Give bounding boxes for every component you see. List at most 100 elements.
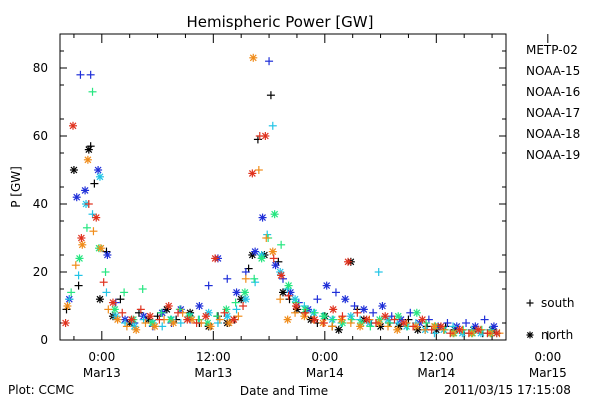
- legend: METP-02 NOAA-15 NOAA-16 NOAA-17 NOAA-18 NOAA-…: [526, 43, 580, 162]
- north-point: [319, 312, 328, 321]
- south-point: [266, 91, 275, 100]
- north-point: [150, 322, 159, 331]
- south-point: [464, 329, 473, 338]
- legend-item: NOAA-19: [526, 148, 580, 162]
- x-axis-label: Date and Time: [240, 384, 328, 398]
- south-point: [158, 322, 167, 331]
- y-tick-label: 40: [33, 197, 48, 211]
- north-point: [283, 315, 292, 324]
- x-tick-label-date: Mar14: [306, 366, 344, 380]
- north-point: [204, 308, 213, 317]
- south-point: [121, 319, 130, 327]
- south-point: [116, 295, 125, 304]
- north-point: [381, 312, 390, 321]
- south-point: [101, 268, 110, 276]
- north-point: [103, 251, 112, 259]
- north-point: [261, 132, 270, 140]
- north-point: [229, 315, 238, 324]
- north-point: [108, 298, 117, 307]
- south-point: [74, 281, 83, 290]
- south-point: [239, 302, 248, 310]
- south-point: [347, 315, 356, 324]
- south-point: [265, 57, 274, 66]
- north-point: [268, 247, 277, 256]
- north-point: [240, 288, 249, 297]
- north-point: [341, 295, 350, 304]
- south-point: [422, 319, 431, 327]
- north-point: [241, 295, 250, 304]
- star-marker-icon: [526, 331, 534, 339]
- south-point: [277, 240, 286, 249]
- north-point: [206, 322, 215, 331]
- south-point: [86, 70, 95, 79]
- north-point: [277, 271, 286, 280]
- north-point: [359, 305, 368, 314]
- north-point: [248, 169, 257, 178]
- south-point: [138, 285, 147, 293]
- north-point: [249, 53, 258, 62]
- south-point: [276, 295, 285, 304]
- legend-item: NOAA-16: [526, 85, 580, 99]
- south-point: [88, 87, 97, 96]
- south-point: [253, 135, 262, 144]
- south-point: [120, 288, 129, 297]
- north-point: [78, 240, 87, 249]
- north-point: [72, 193, 81, 202]
- legend-item: METP-02: [526, 43, 578, 57]
- south-point: [241, 274, 250, 283]
- north-point: [492, 329, 501, 338]
- south-point: [157, 308, 166, 317]
- south-point: [423, 322, 432, 331]
- marker-legend: south north: [526, 296, 575, 342]
- north-point: [146, 312, 155, 321]
- legend-item: NOAA-15: [526, 64, 580, 78]
- north-point: [251, 247, 260, 256]
- x-tick-label-date: Mar13: [83, 366, 121, 380]
- south-point: [279, 274, 287, 283]
- south-point: [86, 142, 95, 151]
- x-tick-label-time: 0:00: [88, 350, 115, 364]
- south-point: [404, 315, 413, 324]
- south-point: [263, 230, 272, 239]
- south-point: [231, 298, 240, 307]
- south-point: [449, 322, 458, 331]
- x-tick-label-time: 12:00: [196, 350, 231, 364]
- north-point: [362, 315, 371, 324]
- north-point: [183, 315, 192, 324]
- north-point: [195, 302, 204, 310]
- data-points: [61, 53, 504, 338]
- south-point: [250, 274, 259, 283]
- south-point: [215, 315, 224, 324]
- marker-legend-label: north: [541, 328, 573, 342]
- x-tick-label-date: Mar14: [417, 366, 455, 380]
- south-point: [350, 302, 359, 310]
- north-point: [83, 155, 92, 164]
- south-point: [104, 305, 113, 314]
- y-axis-label: P [GW]: [9, 166, 23, 208]
- chart-title: Hemispheric Power [GW]: [187, 13, 374, 31]
- south-point: [462, 319, 471, 327]
- south-point: [213, 319, 222, 327]
- y-tick-label: 0: [40, 333, 48, 347]
- north-point: [69, 121, 78, 130]
- north-point: [232, 288, 241, 297]
- north-point: [357, 319, 366, 327]
- south-point: [118, 308, 127, 317]
- north-point: [300, 312, 309, 321]
- north-point: [61, 319, 70, 327]
- x-tick-label-time: 12:00: [419, 350, 454, 364]
- north-point: [201, 312, 210, 321]
- south-point: [446, 329, 455, 338]
- south-point: [284, 291, 293, 300]
- north-point: [310, 315, 319, 324]
- x-axis: 0:00 Mar13 12:00 Mar13 0:00 Mar14 12:00 Mar14 0:…: [73, 34, 567, 380]
- south-point: [262, 234, 271, 242]
- north-point: [69, 166, 78, 174]
- south-point: [384, 319, 393, 327]
- x-tick-label-date: Mar13: [194, 366, 232, 380]
- north-point: [225, 319, 234, 327]
- south-point: [241, 268, 250, 276]
- south-point: [141, 319, 150, 327]
- south-point: [346, 319, 355, 327]
- south-point: [76, 70, 85, 79]
